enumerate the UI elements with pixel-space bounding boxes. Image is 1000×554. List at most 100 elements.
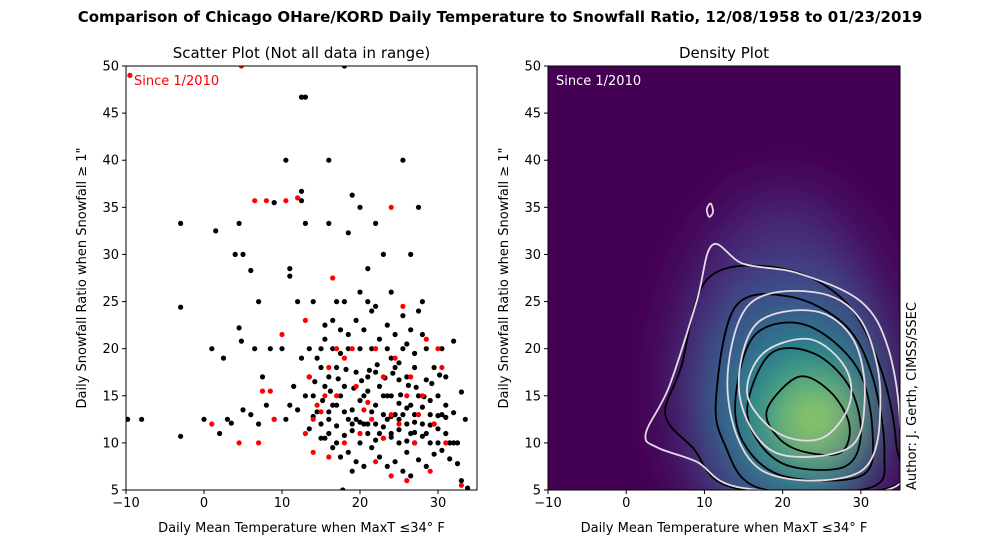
scatter-point (423, 377, 429, 383)
scatter-point (349, 428, 355, 434)
scatter-point (334, 402, 340, 408)
scatter-point (287, 273, 293, 279)
scatter-point (283, 157, 289, 163)
scatter-point (388, 393, 394, 399)
scatter-point (334, 364, 340, 371)
scatter-point (404, 449, 410, 455)
scatter-y-tick-label: 25 (102, 295, 119, 310)
scatter-title: Scatter Plot (Not all data in range) (173, 44, 431, 62)
scatter-point-since-2010 (431, 421, 437, 427)
density-y-tick-label: 15 (524, 389, 541, 404)
scatter-point (388, 430, 394, 437)
scatter-point-since-2010 (373, 459, 379, 465)
scatter-point (279, 346, 285, 352)
scatter-point (419, 331, 425, 338)
scatter-point-since-2010 (415, 412, 422, 418)
scatter-x-tick-label: 30 (430, 496, 447, 511)
scatter-point (443, 430, 449, 437)
scatter-x-tick-label: −10 (112, 496, 139, 511)
scatter-point-since-2010 (349, 346, 355, 352)
scatter-point (345, 230, 351, 236)
density-annotation: Since 1/2010 (556, 74, 641, 89)
scatter-point (427, 397, 433, 404)
scatter-point (396, 400, 402, 406)
scatter-point-since-2010 (252, 198, 258, 204)
scatter-point (335, 376, 341, 382)
scatter-point (396, 416, 402, 422)
scatter-point (139, 416, 145, 422)
scatter-point (365, 266, 371, 272)
scatter-point (306, 426, 312, 432)
scatter-point (408, 473, 414, 479)
scatter-point (396, 440, 402, 446)
scatter-point-since-2010 (388, 204, 394, 210)
scatter-point (388, 434, 394, 440)
density-ylabel: Daily Snowfall Ratio when Snowfall ≥ 1" (497, 147, 512, 408)
scatter-point (213, 228, 219, 234)
contour-since-2010 (746, 337, 853, 442)
scatter-point (310, 299, 316, 305)
scatter-point (236, 325, 242, 331)
scatter-point-since-2010 (423, 336, 429, 342)
scatter-point (405, 382, 411, 388)
density-x-tick-label: 30 (853, 496, 870, 511)
scatter-point (435, 393, 441, 399)
scatter-point (337, 393, 344, 399)
scatter-point (413, 384, 419, 390)
scatter-point (209, 346, 215, 352)
scatter-point (439, 346, 445, 352)
scatter-point (380, 424, 386, 430)
scatter-point (295, 299, 301, 305)
scatter-point-since-2010 (302, 317, 308, 323)
scatter-point (361, 393, 367, 399)
scatter-point (326, 416, 332, 422)
scatter-point-since-2010 (302, 430, 308, 437)
scatter-point (404, 421, 410, 427)
scatter-point-since-2010 (341, 440, 347, 446)
scatter-point (437, 372, 443, 378)
scatter-point (322, 322, 328, 328)
scatter-point (447, 440, 453, 446)
scatter-point (349, 421, 355, 427)
scatter-point-since-2010 (400, 303, 406, 309)
scatter-point-since-2010 (318, 409, 324, 415)
scatter-y-axis: 5 10 15 20 25 30 35 40 45 50 (102, 60, 126, 499)
scatter-point (330, 445, 336, 451)
density-panel: Density Plot Since 1/2010 −10 0 10 20 30 51 (497, 44, 920, 536)
scatter-y-tick-label: 50 (102, 60, 119, 75)
scatter-point (267, 346, 273, 352)
scatter-point (353, 369, 359, 375)
scatter-point (330, 346, 336, 352)
scatter-point (298, 188, 305, 194)
scatter-point (345, 449, 351, 455)
scatter-point (373, 421, 379, 427)
scatter-point (451, 410, 457, 416)
scatter-point-since-2010 (236, 440, 242, 446)
scatter-point (373, 402, 379, 408)
scatter-y-tick-label: 10 (102, 436, 119, 451)
density-xlabel: Daily Mean Temperature when MaxT ≤34° F (581, 521, 868, 536)
scatter-point (419, 421, 425, 427)
scatter-point-since-2010 (369, 416, 375, 422)
scatter-point (337, 454, 344, 460)
scatter-point (423, 430, 429, 437)
scatter-point (423, 463, 429, 469)
scatter-point (400, 412, 406, 418)
scatter-point-since-2010 (380, 435, 386, 441)
density-x-tick-label: −10 (534, 496, 561, 511)
scatter-point (298, 355, 305, 361)
scatter-point (334, 299, 340, 305)
scatter-point (353, 317, 359, 323)
scatter-point-since-2010 (373, 346, 379, 352)
scatter-point (330, 317, 336, 323)
scatter-point (318, 435, 324, 441)
density-title: Density Plot (679, 44, 769, 62)
scatter-point-since-2010 (412, 440, 418, 446)
scatter-point-since-2010 (256, 440, 262, 446)
scatter-point-since-2010 (238, 66, 244, 69)
contour-since-2010 (737, 309, 866, 458)
scatter-annotation: Since 1/2010 (134, 74, 219, 89)
contour-since-2010 (726, 290, 882, 482)
scatter-point-since-2010 (388, 473, 394, 479)
scatter-point (384, 463, 390, 469)
